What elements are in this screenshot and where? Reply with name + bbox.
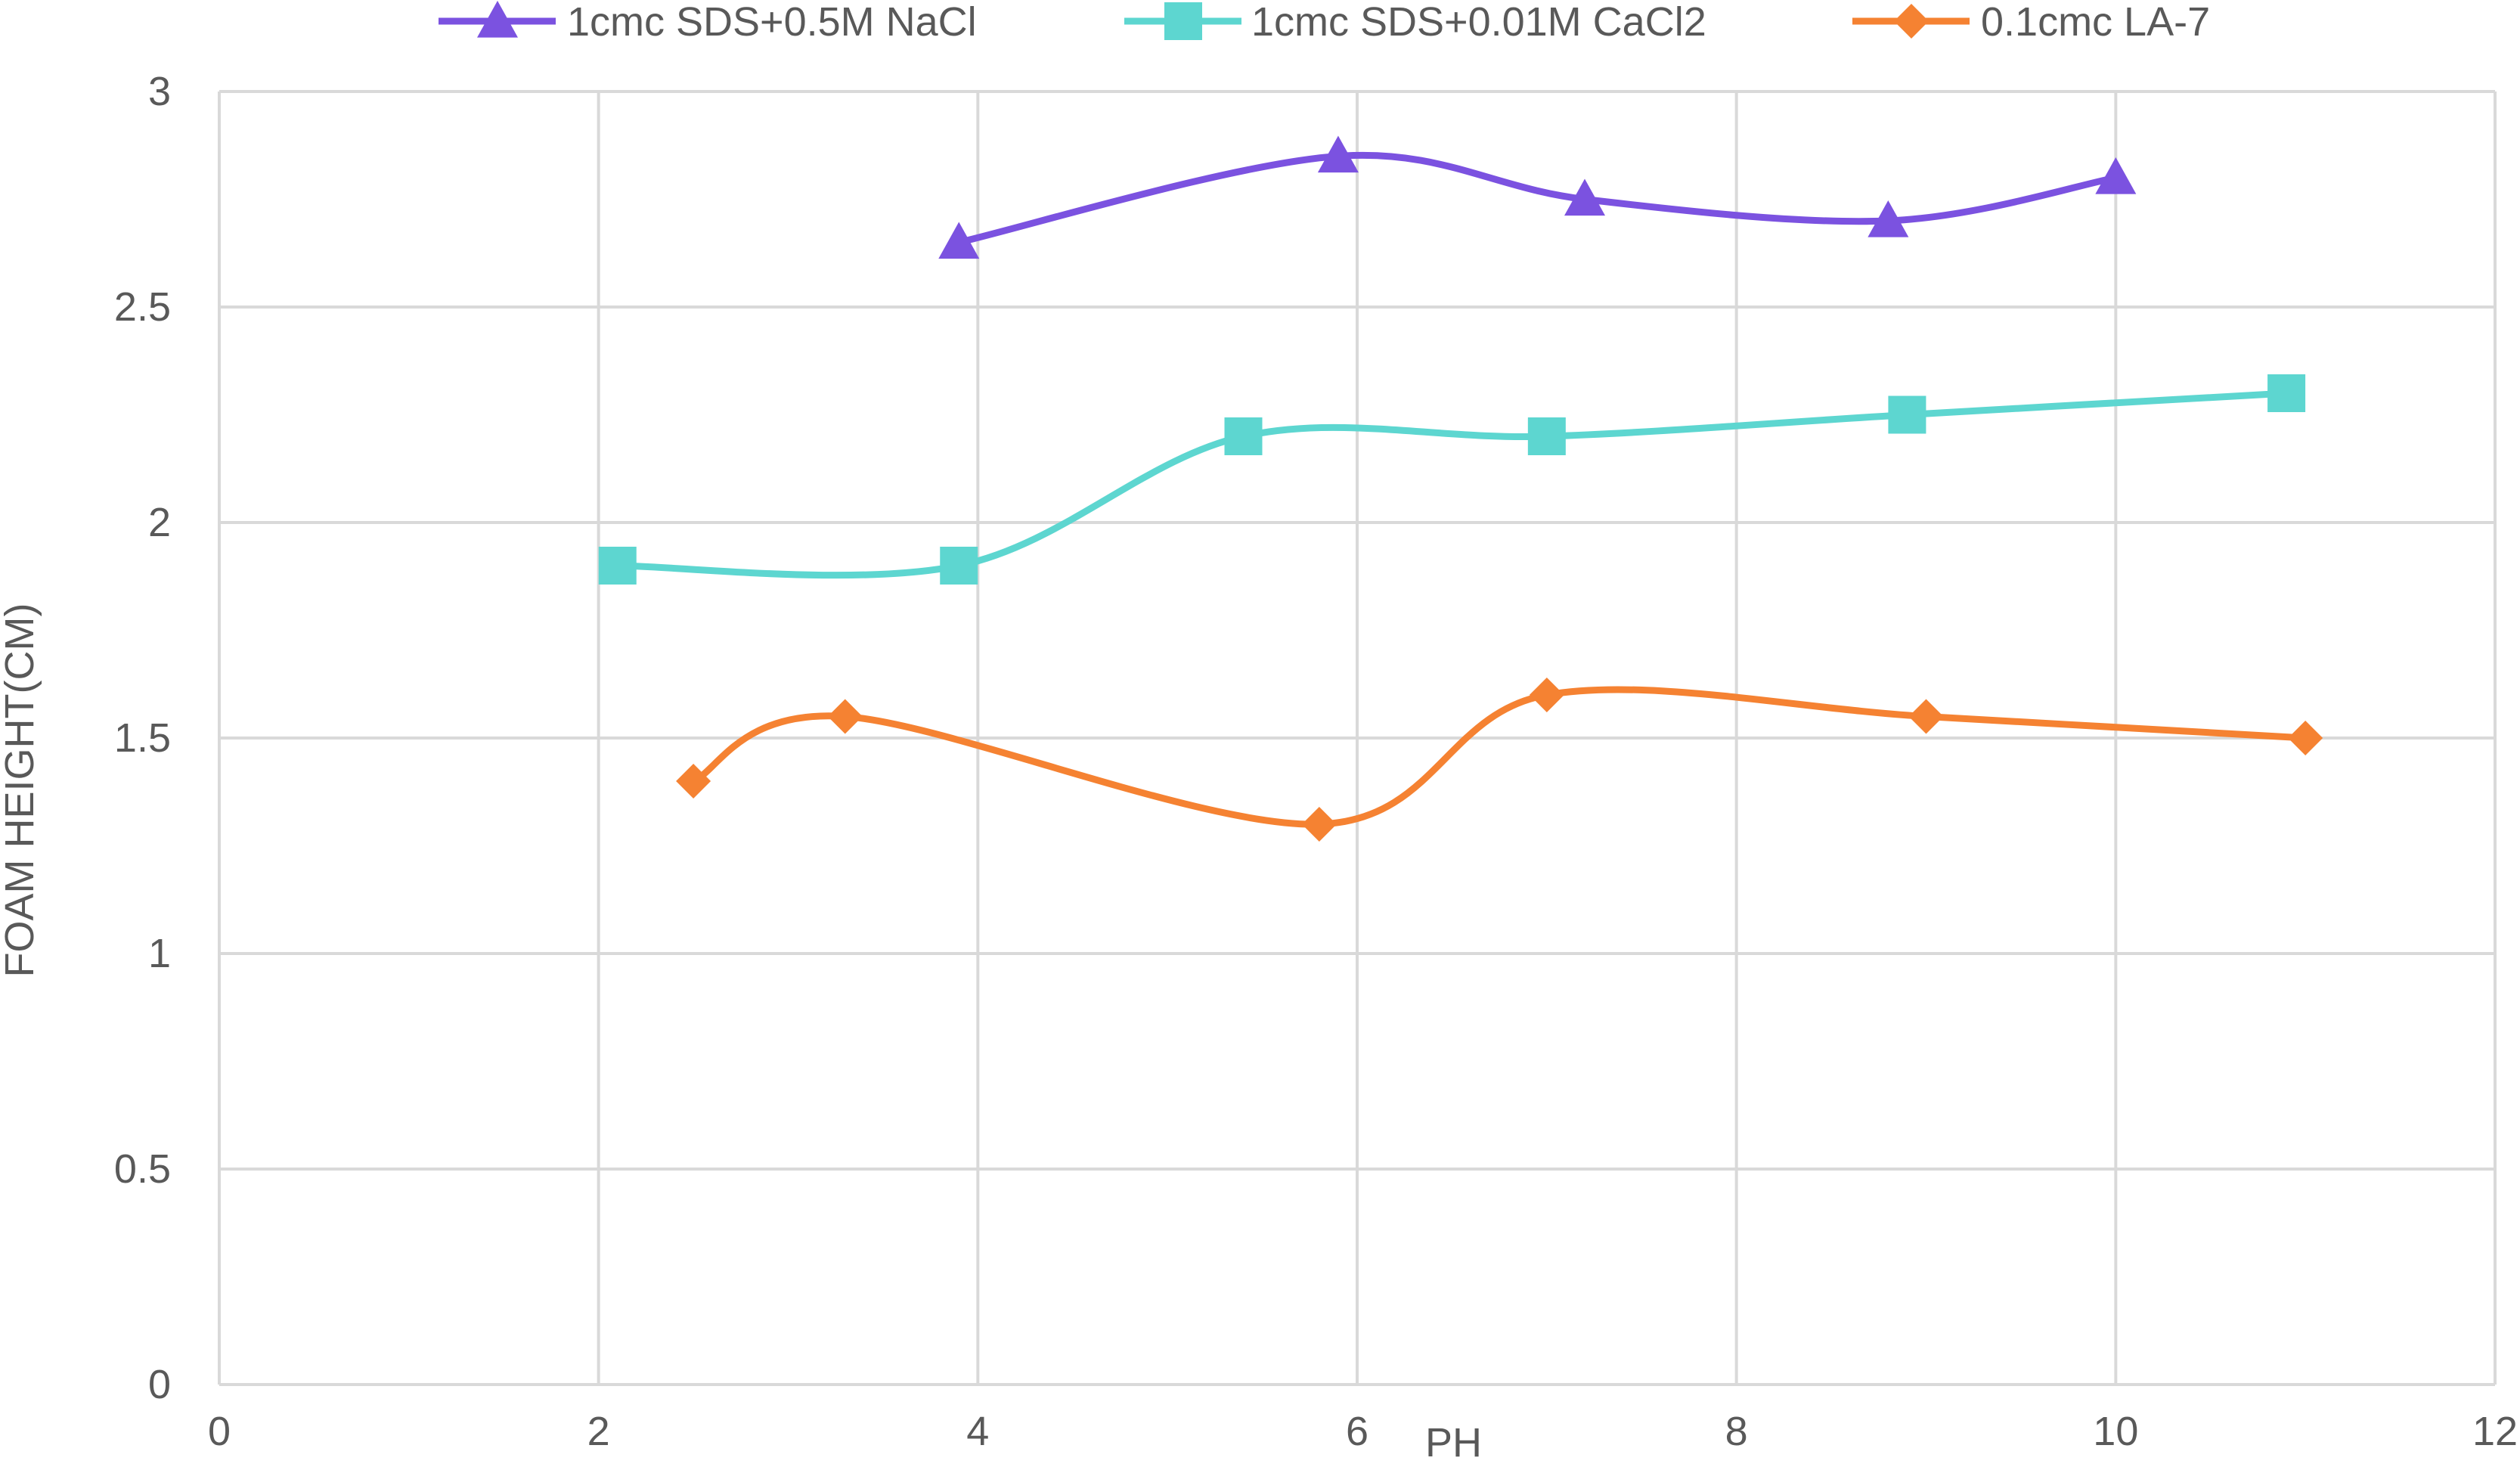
data-point (938, 222, 980, 259)
data-point (1317, 135, 1359, 173)
series-line (955, 151, 2119, 246)
legend-label: 1cmc SDS+0.5M NaCl (567, 0, 977, 45)
y-tick-label: 3 (148, 69, 171, 114)
series-2 (598, 374, 2306, 585)
data-point (1908, 699, 1944, 734)
data-point (2095, 157, 2137, 194)
y-tick-label: 2.5 (114, 284, 171, 330)
data-point (1301, 807, 1337, 842)
x-tick-label: 0 (208, 1409, 231, 1454)
y-tick-label: 1.5 (114, 715, 171, 761)
axes: 0 2 4 6 8 10 12 0 0.5 1 1.5 2 2.5 3 (114, 69, 2518, 1454)
data-point (1868, 200, 1909, 237)
x-tick-label: 10 (2093, 1409, 2138, 1454)
legend-item: 1cmc SDS+0.5M NaCl (439, 0, 977, 45)
data-point (827, 699, 863, 734)
gridlines (219, 90, 2497, 1385)
data-point (1529, 678, 1564, 712)
data-point (1527, 417, 1566, 455)
y-tick-label: 0.5 (114, 1146, 171, 1192)
data-point (1888, 395, 1926, 434)
x-axis-title: PH (1425, 1420, 1482, 1465)
legend-label: 0.1cmc LA-7 (1981, 0, 2210, 45)
series-line (614, 389, 2290, 579)
data-point (1224, 417, 1263, 455)
series-layer (598, 135, 2323, 842)
y-tick-label: 2 (148, 500, 171, 545)
legend-marker (477, 1, 518, 38)
legend: 1cmc SDS+0.5M NaCl 1cmc SDS+0.01M CaCl2 0.… (439, 0, 2210, 45)
series-3 (676, 678, 2323, 842)
x-tick-label: 2 (587, 1409, 610, 1454)
x-tick-label: 12 (2472, 1409, 2518, 1454)
x-tick-label: 8 (1725, 1409, 1748, 1454)
x-tick-label: 6 (1346, 1409, 1368, 1454)
y-tick-label: 0 (148, 1362, 171, 1407)
data-point (940, 547, 978, 585)
y-tick-label: 1 (148, 931, 171, 976)
legend-label: 1cmc SDS+0.01M CaCl2 (1251, 0, 1706, 45)
data-point (2288, 721, 2323, 755)
data-point (1564, 178, 1605, 216)
data-point (676, 764, 711, 799)
legend-marker (1164, 2, 1202, 40)
legend-item: 1cmc SDS+0.01M CaCl2 (1124, 0, 1706, 45)
series-line (690, 686, 2309, 828)
series-1 (938, 135, 2137, 259)
legend-marker (1894, 4, 1929, 39)
x-tick-label: 4 (966, 1409, 989, 1454)
data-point (2267, 374, 2306, 412)
data-point (598, 547, 637, 585)
y-axis-title: FOAM HEIGHT(CM) (0, 603, 42, 978)
legend-item: 0.1cmc LA-7 (1852, 0, 2210, 45)
